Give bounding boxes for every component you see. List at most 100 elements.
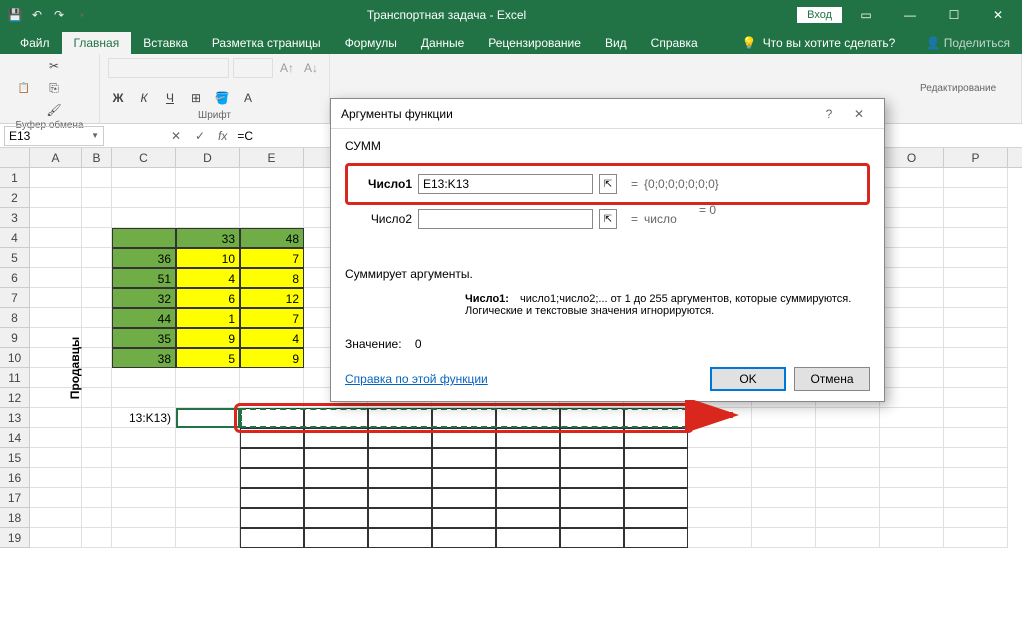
arg2-input[interactable] [418,209,593,229]
cell-O13[interactable] [880,408,944,428]
row-header-5[interactable]: 5 [0,248,30,268]
cell-B17[interactable] [82,488,112,508]
col-header-E[interactable]: E [240,148,304,167]
cell-P15[interactable] [944,448,1008,468]
cell-C6[interactable]: 51 [112,268,176,288]
cell-H19[interactable] [432,528,496,548]
cell-F13[interactable] [304,408,368,428]
cell-D13[interactable] [176,408,240,428]
row-header-13[interactable]: 13 [0,408,30,428]
cell-C4[interactable] [112,228,176,248]
tab-help[interactable]: Справка [639,32,710,54]
close-icon[interactable]: ✕ [978,0,1018,30]
cell-L15[interactable] [688,448,752,468]
cell-P18[interactable] [944,508,1008,528]
cell-C17[interactable] [112,488,176,508]
cell-E18[interactable] [240,508,304,528]
copy-icon[interactable]: ⎘ [44,78,64,98]
cell-E17[interactable] [240,488,304,508]
cell-O15[interactable] [880,448,944,468]
cell-D9[interactable]: 9 [176,328,240,348]
fx-icon[interactable]: fx [218,129,227,143]
cell-D5[interactable]: 10 [176,248,240,268]
cell-A15[interactable] [30,448,82,468]
row-header-17[interactable]: 17 [0,488,30,508]
cell-P12[interactable] [944,388,1008,408]
cell-H14[interactable] [432,428,496,448]
cell-A2[interactable] [30,188,82,208]
cell-C12[interactable] [112,388,176,408]
cell-O7[interactable] [880,288,944,308]
cell-P9[interactable] [944,328,1008,348]
cell-E12[interactable] [240,388,304,408]
cell-D18[interactable] [176,508,240,528]
cell-B8[interactable] [82,308,112,328]
cell-B14[interactable] [82,428,112,448]
tab-formulas[interactable]: Формулы [333,32,409,54]
cell-B4[interactable] [82,228,112,248]
cell-C11[interactable] [112,368,176,388]
cell-C16[interactable] [112,468,176,488]
cell-B3[interactable] [82,208,112,228]
cell-B13[interactable] [82,408,112,428]
cell-G18[interactable] [368,508,432,528]
cell-I16[interactable] [496,468,560,488]
cell-P11[interactable] [944,368,1008,388]
dialog-help-link[interactable]: Справка по этой функции [345,372,488,386]
row-header-7[interactable]: 7 [0,288,30,308]
cell-A19[interactable] [30,528,82,548]
tab-data[interactable]: Данные [409,32,476,54]
cell-D17[interactable] [176,488,240,508]
cell-L16[interactable] [688,468,752,488]
cell-B16[interactable] [82,468,112,488]
cell-M19[interactable] [752,528,816,548]
cell-B6[interactable] [82,268,112,288]
accept-formula-icon[interactable]: ✓ [188,129,212,143]
cell-K14[interactable] [624,428,688,448]
row-header-2[interactable]: 2 [0,188,30,208]
tab-home[interactable]: Главная [62,32,132,54]
cell-B2[interactable] [82,188,112,208]
cell-N14[interactable] [816,428,880,448]
cell-D14[interactable] [176,428,240,448]
cell-C3[interactable] [112,208,176,228]
cell-D2[interactable] [176,188,240,208]
underline-button[interactable]: Ч [160,88,180,108]
name-box-dropdown-icon[interactable]: ▼ [91,131,99,140]
cell-D6[interactable]: 4 [176,268,240,288]
cell-N15[interactable] [816,448,880,468]
cell-J15[interactable] [560,448,624,468]
cell-K15[interactable] [624,448,688,468]
cell-D4[interactable]: 33 [176,228,240,248]
tab-layout[interactable]: Разметка страницы [200,32,333,54]
cell-D1[interactable] [176,168,240,188]
cell-N13[interactable] [816,408,880,428]
row-header-8[interactable]: 8 [0,308,30,328]
cell-B5[interactable] [82,248,112,268]
tab-view[interactable]: Вид [593,32,639,54]
cell-H16[interactable] [432,468,496,488]
row-header-19[interactable]: 19 [0,528,30,548]
cell-P17[interactable] [944,488,1008,508]
cell-L18[interactable] [688,508,752,528]
cell-E19[interactable] [240,528,304,548]
dialog-close-icon[interactable]: ✕ [844,107,874,121]
cell-P3[interactable] [944,208,1008,228]
cell-A17[interactable] [30,488,82,508]
row-header-3[interactable]: 3 [0,208,30,228]
tab-file[interactable]: Файл [8,32,62,54]
cancel-button[interactable]: Отмена [794,367,870,391]
decrease-font-icon[interactable]: A↓ [301,58,321,78]
undo-icon[interactable]: ↶ [30,8,44,22]
name-box[interactable]: E13 ▼ [4,126,104,146]
format-painter-icon[interactable]: 🖌 [44,100,64,120]
col-header-B[interactable]: B [82,148,112,167]
cell-G13[interactable] [368,408,432,428]
row-header-10[interactable]: 10 [0,348,30,368]
cell-D19[interactable] [176,528,240,548]
cell-J13[interactable] [560,408,624,428]
cell-J14[interactable] [560,428,624,448]
cell-D16[interactable] [176,468,240,488]
cancel-formula-icon[interactable]: ✕ [164,129,188,143]
cell-L13[interactable] [688,408,752,428]
